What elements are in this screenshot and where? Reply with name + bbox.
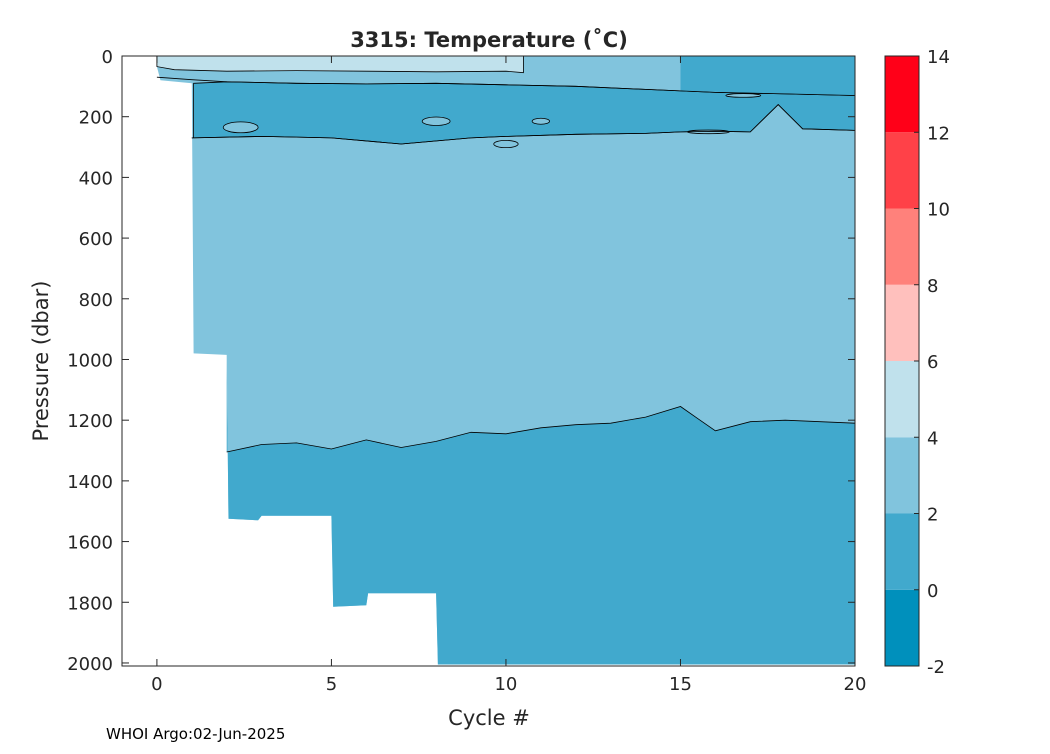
y-tick-label: 0 [102,47,113,68]
colorbar-tick-label: 8 [927,276,938,297]
axes: 0 5 10 15 2002004006008001000120014001600180… [67,47,866,695]
colorbar-level-3 [885,361,919,438]
y-tick-label: 200 [79,108,113,129]
colorbar-level-5 [885,208,919,285]
chart-title: 3315: Temperature (˚C) [350,28,628,52]
colorbar-level-2 [885,437,919,514]
colorbar-level-6 [885,132,919,209]
contour-fill-group [156,56,855,665]
y-tick-label: 1800 [67,593,113,614]
eddy-contour-4 [725,93,762,98]
x-tick-label: 5 [326,674,337,695]
y-tick-label: 400 [79,168,113,189]
eddy-contour-0 [493,139,519,149]
eddy-contour-5 [421,116,451,126]
colorbar: -2 0 2 4 6 8 10 12 14 [884,47,950,678]
y-tick-label: 800 [79,290,113,311]
y-tick-label: 2000 [67,654,113,675]
colorbar-level-7 [885,56,919,133]
y-tick-label: 1000 [67,350,113,371]
y-tick-label: 1600 [67,533,113,554]
band-4-6-fill [156,56,524,74]
x-tick-label: 20 [844,674,867,695]
y-tick-label: 1400 [67,472,113,493]
isotherm-2c-deep-line [226,406,855,453]
footer-credit: WHOI Argo:02-Jun-2025 [106,725,286,743]
colorbar-level-4 [885,284,919,361]
x-tick-label: 15 [669,674,692,695]
isotherm-2c-lower-line [191,104,855,145]
colorbar-tick-label: 14 [927,47,950,68]
colorbar-tick-label: 6 [927,352,938,373]
eddy-contour-2 [222,121,259,134]
band-0-2-right-fill [680,56,855,96]
x-tick-label: 10 [494,674,517,695]
band-0-2-deep-fill [226,354,855,665]
contour-plot-area [156,56,855,665]
colorbar-level-1 [885,513,919,590]
y-axis-label: Pressure (dbar) [29,281,53,442]
colorbar-tick-label: -2 [927,657,945,678]
colorbar-tick-label: 2 [927,505,938,526]
colorbar-tick-label: 12 [927,123,950,144]
colorbar-tick-label: 0 [927,581,938,602]
y-tick-label: 1200 [67,411,113,432]
plot-frame [121,55,856,667]
colorbar-level-0 [885,589,919,666]
colorbar-tick-label: 10 [927,200,950,221]
colorbar-tick-label: 4 [927,428,938,449]
x-axis-label: Cycle # [448,706,530,730]
eddy-contour-1 [531,117,550,125]
y-tick-label: 600 [79,229,113,250]
x-tick-label: 0 [151,674,162,695]
isotherm-2c-upper-line [156,76,855,96]
